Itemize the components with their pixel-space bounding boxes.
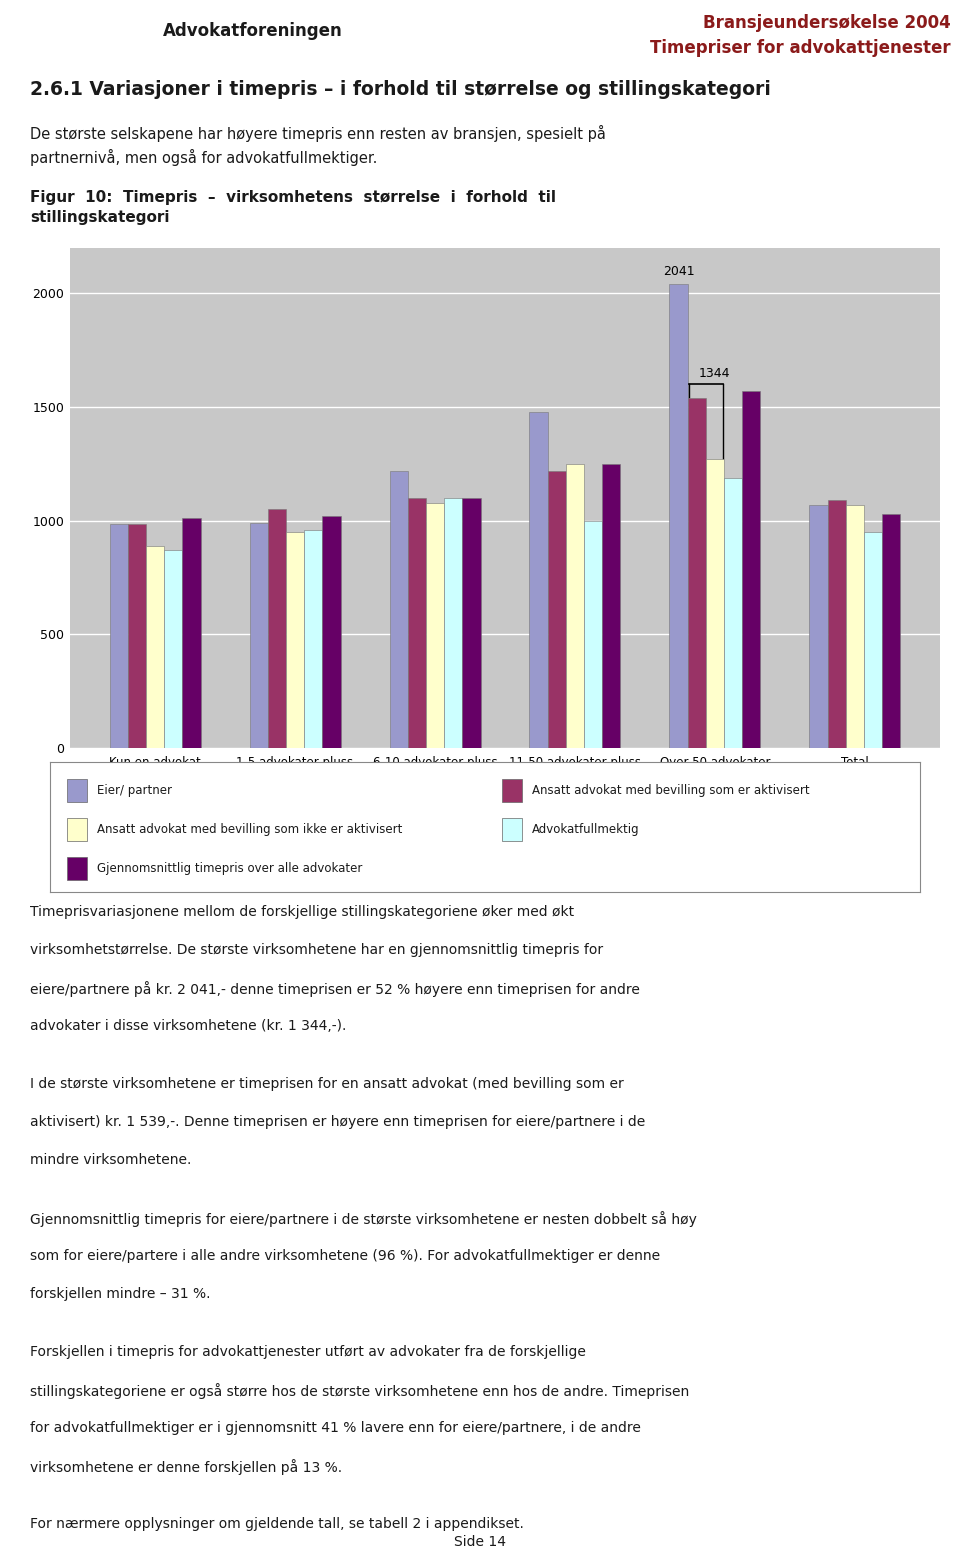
- Bar: [67, 857, 86, 881]
- Bar: [182, 518, 201, 748]
- Bar: [864, 532, 882, 748]
- Bar: [724, 477, 742, 748]
- Bar: [304, 530, 323, 748]
- Bar: [268, 510, 286, 748]
- Bar: [584, 521, 602, 748]
- Text: Timeprisvariasjonene mellom de forskjellige stillingskategoriene øker med økt: Timeprisvariasjonene mellom de forskjell…: [30, 906, 574, 920]
- Bar: [602, 465, 620, 748]
- Bar: [687, 397, 706, 748]
- Bar: [846, 505, 864, 748]
- Text: virksomhetene er denne forskjellen på 13 %.: virksomhetene er denne forskjellen på 13…: [30, 1459, 342, 1475]
- Bar: [548, 471, 565, 748]
- Text: De største selskapene har høyere timepris enn resten av bransjen, spesielt på
pa: De største selskapene har høyere timepri…: [30, 125, 606, 166]
- Bar: [809, 505, 828, 748]
- Text: Ansatt advokat med bevilling som er aktivisert: Ansatt advokat med bevilling som er akti…: [532, 784, 809, 798]
- Text: som for eiere/partere i alle andre virksomhetene (96 %). For advokatfullmektiger: som for eiere/partere i alle andre virks…: [30, 1248, 660, 1262]
- Text: Gjennomsnittlig timepris over alle advokater: Gjennomsnittlig timepris over alle advok…: [97, 862, 362, 876]
- Text: I de største virksomhetene er timeprisen for en ansatt advokat (med bevilling so: I de største virksomhetene er timeprisen…: [30, 1078, 624, 1092]
- Text: Gjennomsnittlig timepris for eiere/partnere i de største virksomhetene er nesten: Gjennomsnittlig timepris for eiere/partn…: [30, 1211, 697, 1226]
- Text: for advokatfullmektiger er i gjennomsnitt 41 % lavere enn for eiere/partnere, i : for advokatfullmektiger er i gjennomsnit…: [30, 1420, 641, 1434]
- Text: 2.6.1 Variasjoner i timepris – i forhold til størrelse og stillingskategori: 2.6.1 Variasjoner i timepris – i forhold…: [30, 80, 771, 99]
- Bar: [426, 502, 444, 748]
- Bar: [67, 779, 86, 802]
- Bar: [408, 497, 426, 748]
- Text: Advokatfullmektig: Advokatfullmektig: [532, 823, 639, 837]
- Bar: [109, 524, 128, 748]
- Bar: [146, 546, 164, 748]
- Text: advokater i disse virksomhetene (kr. 1 344,-).: advokater i disse virksomhetene (kr. 1 3…: [30, 1020, 347, 1034]
- Bar: [164, 551, 182, 748]
- Bar: [882, 515, 900, 748]
- Text: For nærmere opplysninger om gjeldende tall, se tabell 2 i appendikset.: For nærmere opplysninger om gjeldende ta…: [30, 1517, 524, 1531]
- Bar: [742, 391, 760, 748]
- Text: virksomhetstørrelse. De største virksomhetene har en gjennomsnittlig timepris fo: virksomhetstørrelse. De største virksomh…: [30, 943, 603, 957]
- Bar: [565, 465, 584, 748]
- Text: eiere/partnere på kr. 2 041,- denne timeprisen er 52 % høyere enn timeprisen for: eiere/partnere på kr. 2 041,- denne time…: [30, 981, 640, 998]
- Text: aktivisert) kr. 1 539,-. Denne timeprisen er høyere enn timeprisen for eiere/par: aktivisert) kr. 1 539,-. Denne timeprise…: [30, 1115, 645, 1129]
- Bar: [67, 818, 86, 841]
- Bar: [444, 497, 463, 748]
- Text: Timepriser for advokattjenester: Timepriser for advokattjenester: [650, 39, 950, 58]
- Bar: [530, 411, 548, 748]
- Bar: [390, 471, 408, 748]
- Text: Eier/ partner: Eier/ partner: [97, 784, 172, 798]
- Bar: [463, 497, 481, 748]
- Text: Bransjeundersøkelse 2004: Bransjeundersøkelse 2004: [703, 14, 950, 31]
- Text: mindre virksomhetene.: mindre virksomhetene.: [30, 1153, 191, 1167]
- Bar: [286, 532, 304, 748]
- Text: forskjellen mindre – 31 %.: forskjellen mindre – 31 %.: [30, 1287, 210, 1301]
- Bar: [502, 779, 521, 802]
- Text: stillingskategoriene er også større hos de største virksomhetene enn hos de andr: stillingskategoriene er også større hos …: [30, 1383, 689, 1398]
- Text: 1344: 1344: [699, 368, 730, 380]
- Text: Advokatforeningen: Advokatforeningen: [163, 22, 343, 39]
- Bar: [323, 516, 341, 748]
- Text: Figur  10:  Timepris  –  virksomhetens  størrelse  i  forhold  til
stillingskate: Figur 10: Timepris – virksomhetens størr…: [30, 189, 556, 225]
- Text: Side 14: Side 14: [454, 1534, 506, 1548]
- Bar: [706, 460, 724, 748]
- Text: Ansatt advokat med bevilling som ikke er aktivisert: Ansatt advokat med bevilling som ikke er…: [97, 823, 402, 837]
- Bar: [502, 818, 521, 841]
- Bar: [128, 524, 146, 748]
- Text: 2041: 2041: [662, 264, 694, 278]
- Bar: [669, 285, 687, 748]
- Bar: [828, 500, 846, 748]
- Text: Forskjellen i timepris for advokattjenester utført av advokater fra de forskjell: Forskjellen i timepris for advokattjenes…: [30, 1345, 586, 1359]
- Bar: [250, 522, 268, 748]
